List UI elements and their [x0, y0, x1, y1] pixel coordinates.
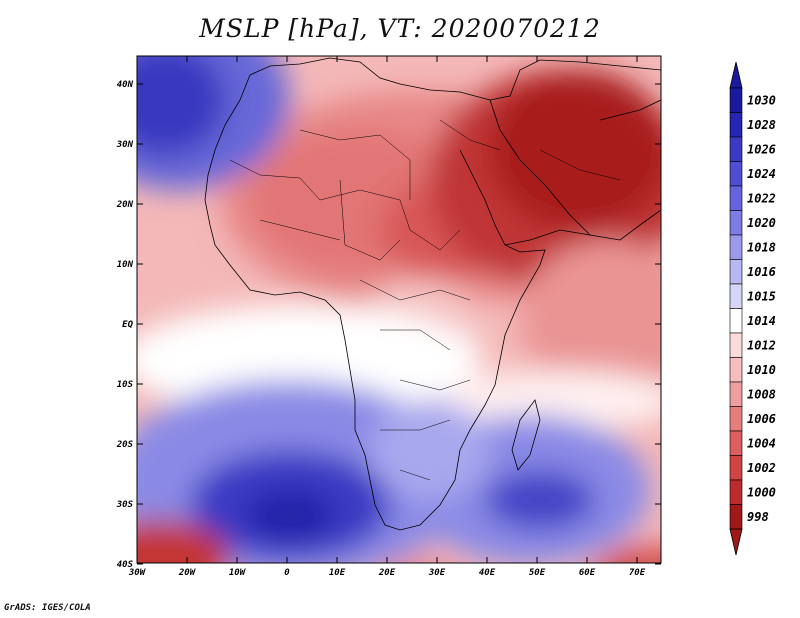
colorbar-label: 1024: [747, 167, 776, 181]
lat-label: 30N: [116, 140, 134, 150]
colorbar-swatch: [729, 406, 743, 432]
colorbar-swatch: [729, 332, 743, 358]
lon-label: 20E: [378, 568, 396, 578]
country-borders: [229, 119, 621, 481]
map-title: MSLP [hPa], VT: 2020070212: [199, 14, 601, 43]
axis-ticks: [136, 56, 661, 565]
grads-credit: GrADS: IGES/COLA: [4, 603, 91, 613]
lon-label: 60E: [579, 568, 596, 578]
lat-label: 20S: [116, 440, 134, 450]
colorbar-label: 1026: [747, 142, 776, 156]
colorbar-swatch: [729, 234, 743, 260]
colorbar-swatch: [729, 455, 743, 481]
pressure-field: [137, 56, 661, 563]
plot-frame: [136, 55, 662, 564]
colorbar-label: 1012: [747, 338, 776, 352]
colorbar-label: 1000: [747, 485, 776, 499]
lat-label: 20N: [116, 200, 134, 210]
lon-label: 30W: [128, 568, 147, 578]
lon-label: 50E: [529, 568, 546, 578]
lon-label: 10W: [229, 568, 247, 578]
colorbar-swatch: [729, 210, 743, 236]
colorbar-label: 1008: [747, 387, 776, 401]
colorbar-swatch: [729, 112, 743, 138]
lat-label: 40S: [117, 560, 134, 570]
colorbar-label: 1018: [747, 240, 776, 254]
colorbar-label: 1006: [747, 412, 776, 426]
lon-label: 20W: [178, 568, 197, 578]
lon-label: 70E: [629, 568, 646, 578]
colorbar-swatch: [729, 161, 743, 187]
lat-label: 10N: [117, 260, 134, 270]
colorbar-label: 998: [747, 510, 769, 524]
colorbar-label: 1015: [747, 289, 776, 303]
colorbar-swatch: [729, 283, 743, 309]
colorbar: 1030 1028 1026 1024 1022 1020 1018 1016 1015 1014…: [729, 61, 776, 556]
colorbar-swatch: [729, 430, 743, 456]
lon-label: 30E: [428, 568, 446, 578]
lat-label: EQ: [122, 320, 133, 330]
colorbar-swatch: [729, 136, 743, 162]
lat-label: 30S: [116, 500, 134, 510]
colorbar-label: 1020: [747, 216, 776, 230]
latitude-labels: 40N 30N 20N 10N EQ 10S 20S 30S 40S: [116, 80, 134, 570]
colorbar-label: 1004: [747, 436, 776, 450]
lon-label: 0: [284, 568, 290, 578]
colorbar-swatch: [729, 381, 743, 407]
colorbar-swatch: [729, 87, 743, 113]
coastlines: [204, 57, 661, 531]
colorbar-label: 1028: [747, 118, 776, 132]
colorbar-label: 1014: [747, 314, 776, 328]
colorbar-label: 1030: [747, 93, 776, 107]
colorbar-swatch: [729, 479, 743, 505]
colorbar-swatch: [729, 357, 743, 383]
colorbar-label: 1010: [747, 363, 776, 377]
colorbar-swatch: [729, 308, 743, 334]
colorbar-label: 1022: [747, 191, 776, 205]
colorbar-top-arrow: [729, 61, 743, 89]
colorbar-swatch: [729, 504, 743, 530]
colorbar-label: 1002: [747, 461, 776, 475]
colorbar-label: 1016: [747, 265, 776, 279]
lat-label: 40N: [117, 80, 134, 90]
colorbar-swatch: [729, 259, 743, 285]
colorbar-bottom-arrow: [729, 528, 743, 556]
colorbar-swatch: [729, 185, 743, 211]
lat-label: 10S: [117, 380, 134, 390]
lon-label: 10E: [329, 568, 346, 578]
lon-label: 40E: [479, 568, 496, 578]
longitude-labels: 30W 20W 10W 0 10E 20E 30E 40E 50E 60E 70…: [128, 568, 646, 578]
